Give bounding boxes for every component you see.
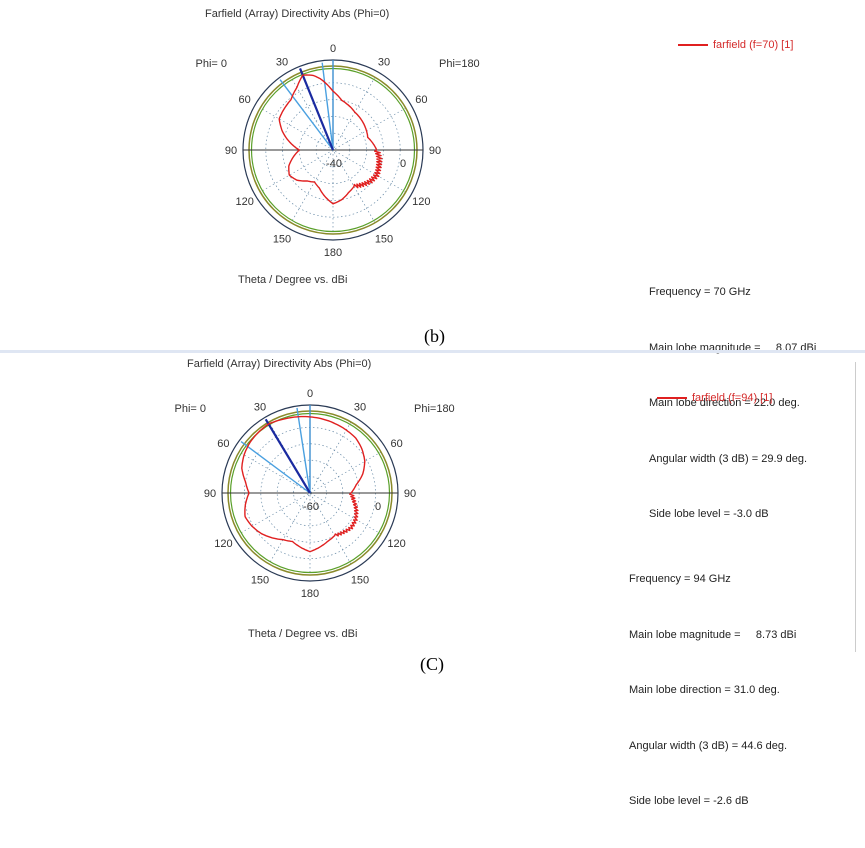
pattern-curve — [241, 415, 366, 553]
main-lobe-line — [299, 67, 335, 151]
beamwidth-line — [321, 62, 334, 151]
grid-spoke — [238, 451, 382, 535]
angle-label: 30 — [276, 57, 288, 69]
angle-label: 90 — [429, 145, 441, 157]
angle-label: 120 — [214, 538, 232, 550]
angle-label: 180 — [324, 247, 342, 259]
beamwidth-line — [279, 79, 334, 151]
angle-label: 60 — [239, 94, 251, 106]
angle-label: 90 — [404, 488, 416, 500]
info-frequency: Frequency = 70 GHz — [649, 286, 751, 298]
angle-label: 150 — [375, 233, 393, 245]
angle-label: 180 — [301, 588, 319, 600]
pattern-curve — [278, 74, 383, 205]
info-frequency: Frequency = 94 GHz — [629, 573, 731, 585]
info-main-lobe-magnitude: Main lobe magnitude = 8.73 dBi — [629, 628, 797, 641]
x-axis-label: Theta / Degree vs. dBi — [248, 628, 358, 640]
angle-label: 120 — [387, 538, 405, 550]
angle-label: 120 — [235, 196, 253, 208]
info-main-lobe-direction: Main lobe direction = 31.0 deg. — [629, 684, 780, 696]
angle-label: 120 — [412, 196, 430, 208]
main-lobe-line — [264, 418, 311, 494]
legend-label: farfield (f=94) [1] — [692, 392, 773, 404]
angle-label: 90 — [225, 145, 237, 157]
angle-label: 150 — [273, 233, 291, 245]
radial-label-zero: 0 — [375, 501, 381, 513]
phi-left-label: Phi= 0 — [175, 403, 207, 415]
frame-edge — [855, 362, 856, 652]
chart-title: Farfield (Array) Directivity Abs (Phi=0) — [187, 358, 372, 370]
info-side-lobe-level: Side lobe level = -2.6 dB — [629, 795, 749, 807]
grid-spoke — [238, 451, 382, 535]
panel-separator — [0, 350, 865, 353]
polar-plot: 0 30 60 90 120 150 180 150 120 90 60 30 Phi= 0 Phi=18… — [196, 43, 480, 259]
angle-label: 60 — [390, 438, 402, 450]
angle-label: 0 — [307, 388, 313, 400]
chart-panel-70ghz: Farfield (Array) Directivity Abs (Phi=0)… — [0, 0, 865, 520]
angle-label: 30 — [254, 401, 266, 413]
radial-label-zero: 0 — [400, 158, 406, 170]
legend: farfield (f=94) [1] — [657, 392, 772, 404]
info-side-lobe-level: Side lobe level = -3.0 dB — [649, 508, 769, 520]
phi-left-label: Phi= 0 — [196, 58, 228, 70]
angle-label: 30 — [378, 57, 390, 69]
legend-swatch — [678, 44, 708, 46]
legend-swatch — [657, 397, 687, 399]
radial-label-min: -40 — [326, 158, 342, 170]
angle-label: 150 — [251, 575, 269, 587]
legend: farfield (f=70) [1] — [678, 39, 793, 51]
legend-label: farfield (f=70) [1] — [713, 39, 794, 51]
chart-panel-94ghz: Farfield (Array) Directivity Abs (Phi=0)… — [0, 352, 865, 807]
angle-label: 90 — [204, 488, 216, 500]
caption-c: (C) — [420, 654, 444, 674]
angle-label: 30 — [354, 401, 366, 413]
angle-label: 60 — [217, 438, 229, 450]
info-main-lobe-direction: Main lobe direction = 22.0 deg. — [649, 397, 800, 409]
lobe-info: Frequency = 94 GHz Main lobe magnitude =… — [629, 533, 796, 848]
phi-right-label: Phi=180 — [439, 58, 480, 70]
info-angular-width: Angular width (3 dB) = 29.9 deg. — [649, 452, 808, 465]
angle-label: 150 — [351, 575, 369, 587]
angle-label: 0 — [330, 43, 336, 55]
phi-right-label: Phi=180 — [414, 403, 455, 415]
caption-b: (b) — [424, 326, 445, 346]
chart-title: Farfield (Array) Directivity Abs (Phi=0) — [205, 8, 390, 20]
beamwidth-line — [240, 441, 311, 494]
radial-label-min: -60 — [303, 501, 319, 513]
beamwidth-line — [296, 407, 311, 494]
polar-plot: 0 30 60 90 120 150 180 150 120 90 60 30 Phi= 0 Phi=18… — [175, 388, 455, 600]
x-axis-label: Theta / Degree vs. dBi — [238, 274, 348, 286]
info-angular-width: Angular width (3 dB) = 44.6 deg. — [629, 739, 788, 752]
angle-label: 60 — [415, 94, 427, 106]
